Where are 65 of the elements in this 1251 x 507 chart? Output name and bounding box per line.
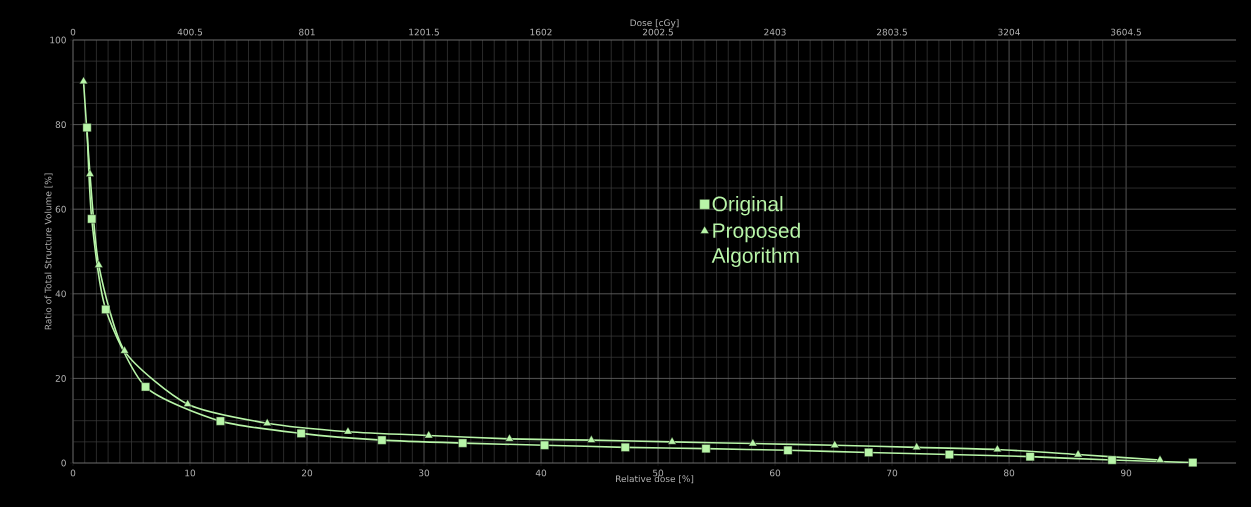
point <box>667 436 677 445</box>
point <box>1107 455 1117 465</box>
x2-tick-label: 2403 <box>764 28 786 36</box>
x-tick-label: 30 <box>419 469 430 477</box>
point <box>79 76 88 85</box>
point <box>1025 452 1035 462</box>
x2-tick-label: 1201.5 <box>409 28 439 36</box>
x-tick-label: 20 <box>301 469 313 477</box>
x2-tick-label: 2002.5 <box>642 28 673 36</box>
point <box>183 399 193 407</box>
point <box>82 123 92 132</box>
x-tick-label: 10 <box>185 469 196 477</box>
point <box>864 448 874 457</box>
x2-tick-label: 1602 <box>530 28 552 36</box>
point <box>993 444 1002 453</box>
point <box>505 433 514 442</box>
point <box>343 426 353 435</box>
point <box>94 260 104 268</box>
x-tick-label: 60 <box>769 469 781 477</box>
legend-label: Proposed Algorithm <box>711 222 800 268</box>
point <box>120 345 129 354</box>
point <box>424 430 434 439</box>
x-axis-title: Relative dose [%] <box>616 475 694 484</box>
point <box>458 438 468 448</box>
y-tick-label: 0 <box>61 459 66 467</box>
point <box>587 435 596 443</box>
point <box>945 450 954 459</box>
point <box>620 442 630 452</box>
point <box>296 428 306 438</box>
x2-tick-label: 3204 <box>998 28 1020 36</box>
y-tick-label: 100 <box>50 36 66 44</box>
x2-tick-label: 801 <box>299 28 315 36</box>
x-tick-label: 80 <box>1003 469 1015 477</box>
y-tick-label: 40 <box>55 290 66 298</box>
point <box>141 382 150 392</box>
point <box>540 440 549 450</box>
x2-tick-label: 0 <box>70 28 76 36</box>
point <box>216 416 225 426</box>
point <box>701 444 711 454</box>
y-tick-label: 20 <box>55 375 66 382</box>
x-tick-label: 90 <box>1120 469 1132 477</box>
point <box>1155 455 1165 463</box>
y-tick-label: 60 <box>55 205 66 213</box>
x2-tick-label: 2803.5 <box>876 28 907 36</box>
y-axis-title: Ratio of Total Structure Volume [%] <box>44 173 53 330</box>
x-tick-label: 70 <box>887 469 898 477</box>
x-tick-label: 40 <box>535 469 547 477</box>
x2-tick-label: 3604.5 <box>1111 28 1141 36</box>
point <box>87 214 97 224</box>
legend-label: Original <box>712 196 783 216</box>
point <box>262 418 272 426</box>
x2-axis-title: Dose [cGy] <box>630 19 679 28</box>
x-tick-label: 50 <box>653 469 664 477</box>
point <box>830 440 840 448</box>
point <box>783 445 793 455</box>
point <box>85 169 95 177</box>
point <box>101 305 111 314</box>
point <box>748 438 758 447</box>
point <box>1188 458 1198 467</box>
x2-tick-label: 400.5 <box>177 28 203 36</box>
point <box>1073 449 1083 458</box>
y-tick-label: 80 <box>55 121 66 128</box>
point <box>377 435 387 445</box>
point <box>912 442 921 450</box>
x-tick-label: 0 <box>70 469 76 477</box>
